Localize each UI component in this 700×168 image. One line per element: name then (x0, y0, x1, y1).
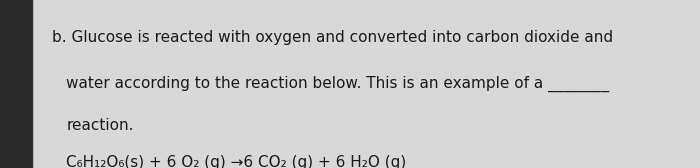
Bar (0, 0, 32, 168)
Text: C₆H₁₂O₆(s) + 6 O₂ (g) →6 CO₂ (g) + 6 H₂O (g): C₆H₁₂O₆(s) + 6 O₂ (g) →6 CO₂ (g) + 6 H₂O… (66, 155, 407, 168)
Text: reaction.: reaction. (66, 118, 134, 133)
Text: b. Glucose is reacted with oxygen and converted into carbon dioxide and: b. Glucose is reacted with oxygen and co… (52, 30, 614, 45)
Text: water according to the reaction below. This is an example of a ________: water according to the reaction below. T… (66, 76, 610, 92)
